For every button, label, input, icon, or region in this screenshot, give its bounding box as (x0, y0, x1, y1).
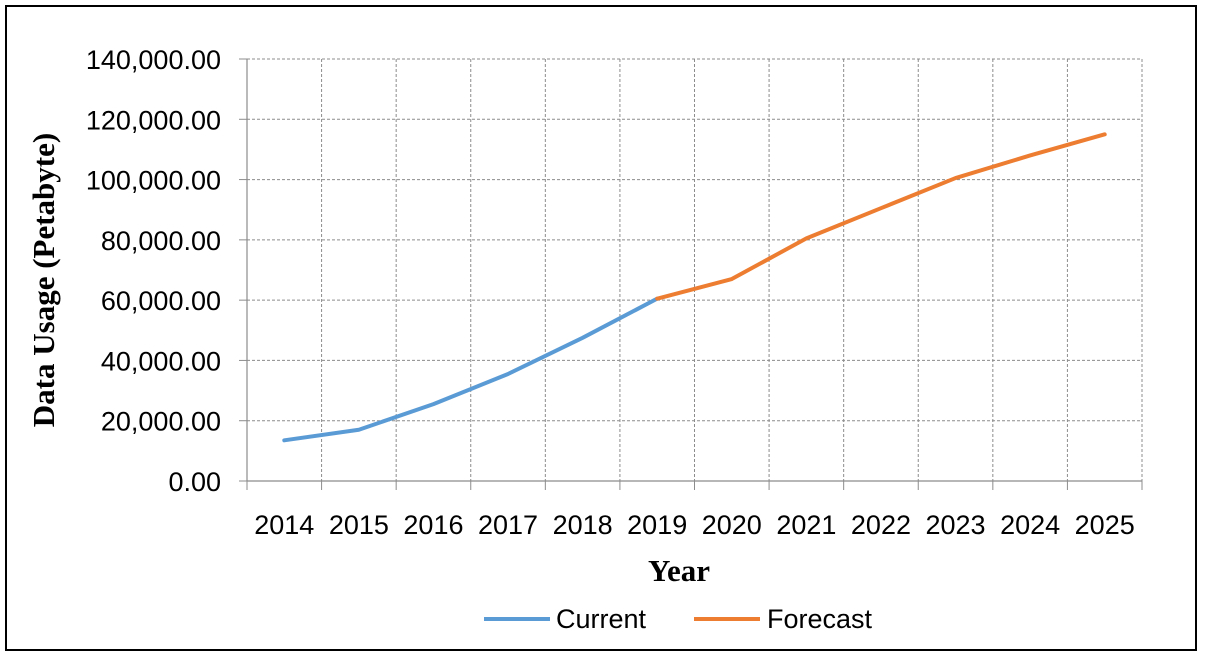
y-tick-label: 140,000.00 (86, 45, 221, 75)
y-tick-label: 60,000.00 (101, 286, 221, 316)
y-tick-label: 120,000.00 (86, 105, 221, 135)
x-tick-label: 2025 (1075, 510, 1135, 540)
x-tick-labels: 2014 2015 2016 2017 2018 2019 2020 2021 2022 2023… (254, 510, 1134, 540)
legend: Current Forecast (484, 604, 873, 634)
y-tick-labels: 0.00 20,000.00 40,000.00 60,000.00 80,000.00… (86, 45, 221, 497)
gridlines (247, 58, 1143, 481)
y-tick-label: 80,000.00 (101, 226, 221, 256)
x-tick-label: 2015 (329, 510, 389, 540)
x-tick-label: 2023 (926, 510, 986, 540)
x-axis-title: Year (648, 553, 710, 588)
axes (239, 58, 1143, 490)
x-tick-label: 2019 (627, 510, 687, 540)
x-tick-label: 2021 (776, 510, 836, 540)
x-tick-label: 2024 (1000, 510, 1060, 540)
x-tick-label: 2018 (553, 510, 613, 540)
series-line-current (282, 296, 660, 443)
y-axis-title: Data Usage (Petabyte) (26, 133, 61, 427)
x-tick-label: 2020 (702, 510, 762, 540)
y-tick-label: 100,000.00 (86, 166, 221, 196)
series-lines (282, 132, 1107, 443)
legend-label-forecast: Forecast (767, 604, 873, 634)
y-tick-label: 40,000.00 (101, 346, 221, 376)
x-tick-label: 2014 (254, 510, 314, 540)
x-tick-label: 2016 (403, 510, 463, 540)
x-tick-label: 2017 (478, 510, 538, 540)
y-tick-label: 20,000.00 (101, 407, 221, 437)
series-line-forecast (655, 132, 1107, 301)
y-tick-label: 0.00 (168, 467, 221, 497)
x-tick-label: 2022 (851, 510, 911, 540)
legend-label-current: Current (556, 604, 647, 634)
